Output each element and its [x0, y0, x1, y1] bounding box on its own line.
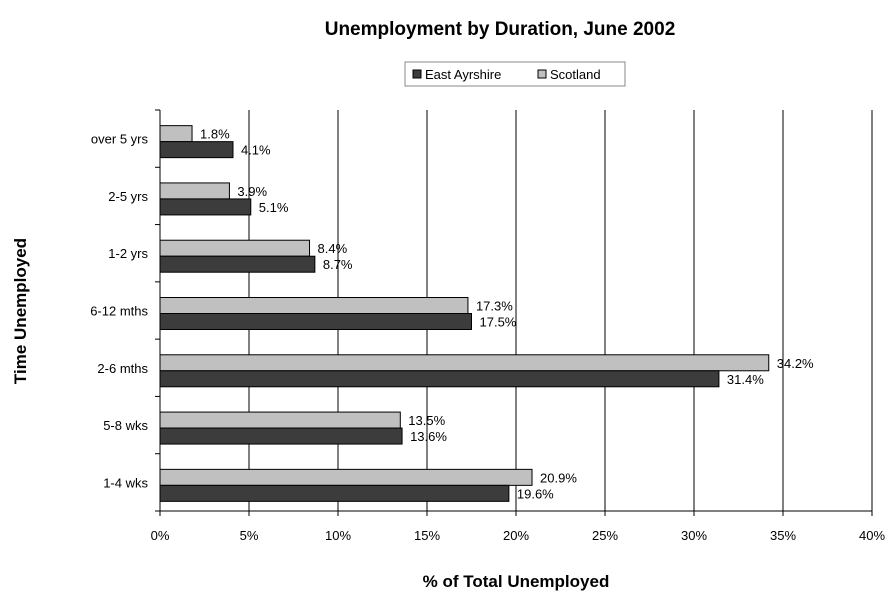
bar-scotland	[159, 297, 469, 314]
data-label-scotland: 17.3%	[476, 299, 513, 314]
y-tick-label: 2-6 mths	[97, 361, 148, 376]
legend-box	[404, 61, 626, 87]
legend: East Ayrshire Scotland	[404, 61, 626, 87]
data-label-east-ayrshire: 4.1%	[241, 143, 271, 158]
legend-swatch-east-ayrshire	[412, 69, 422, 79]
bar-scotland	[159, 182, 230, 200]
data-label-east-ayrshire: 5.1%	[259, 200, 289, 215]
bar-east-ayrshire	[159, 313, 472, 330]
x-tick-label: 10%	[325, 528, 351, 543]
bar-scotland	[159, 239, 311, 257]
data-label-east-ayrshire: 13.6%	[410, 429, 447, 444]
bar-east-ayrshire	[159, 370, 720, 388]
bar-scotland	[159, 468, 533, 486]
bar-east-ayrshire	[159, 427, 403, 445]
data-label-scotland: 34.2%	[777, 356, 814, 371]
legend-label-scotland: Scotland	[550, 67, 601, 82]
bar-scotland	[159, 354, 770, 372]
data-label-scotland: 1.8%	[200, 127, 230, 142]
x-tick-label: 30%	[681, 528, 707, 543]
legend-label-east-ayrshire: East Ayrshire	[425, 67, 501, 82]
y-tick-label: 5-8 wks	[103, 418, 148, 433]
bar-east-ayrshire	[159, 198, 252, 216]
bar-scotland	[159, 125, 193, 143]
data-label-east-ayrshire: 17.5%	[480, 315, 517, 330]
x-tick-label: 20%	[503, 528, 529, 543]
y-axis-title: Time Unemployed	[11, 238, 30, 384]
y-tick-label: 2-5 yrs	[108, 189, 148, 204]
y-tick-label: 1-2 yrs	[108, 246, 148, 261]
y-tick-label: 1-4 wks	[103, 475, 148, 490]
data-label-scotland: 3.9%	[237, 184, 267, 199]
data-label-scotland: 20.9%	[540, 470, 577, 485]
bar-east-ayrshire	[159, 484, 510, 502]
bar-east-ayrshire	[159, 141, 234, 159]
data-label-east-ayrshire: 31.4%	[727, 372, 764, 387]
x-tick-label: 25%	[592, 528, 618, 543]
x-tick-label: 0%	[151, 528, 170, 543]
bar-east-ayrshire	[159, 255, 316, 273]
chart-title: Unemployment by Duration, June 2002	[325, 19, 676, 40]
x-tick-label: 35%	[770, 528, 796, 543]
data-label-east-ayrshire: 19.6%	[517, 486, 554, 501]
x-tick-label: 40%	[859, 528, 885, 543]
data-label-east-ayrshire: 8.7%	[323, 257, 353, 272]
y-tick-label: over 5 yrs	[91, 132, 149, 147]
bar-scotland	[159, 411, 401, 429]
data-label-scotland: 13.5%	[408, 413, 445, 428]
y-tick-label: 6-12 mths	[90, 304, 148, 319]
x-tick-label: 5%	[240, 528, 259, 543]
plot-area: 1.8% 4.1% over 5 yrs 3.9%5.1% 2-5 yrs 8.4%8.7…	[90, 109, 885, 543]
legend-swatch-scotland	[537, 69, 547, 79]
x-axis-title: % of Total Unemployed	[423, 572, 610, 591]
data-label-scotland: 8.4%	[318, 241, 348, 256]
x-tick-label: 15%	[414, 528, 440, 543]
